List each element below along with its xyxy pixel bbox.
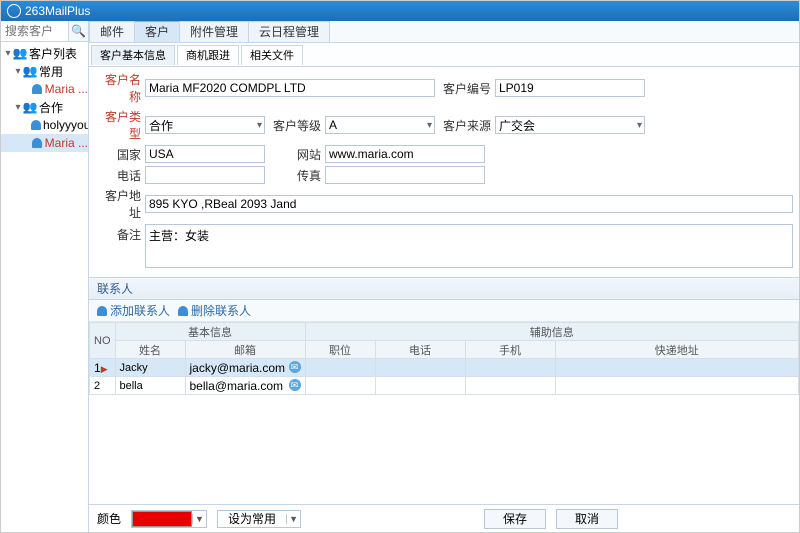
app-logo-icon: [7, 4, 21, 18]
phone-input[interactable]: [145, 166, 265, 184]
label-fax: 传真: [265, 167, 325, 184]
label-customer-code: 客户编号: [435, 80, 495, 97]
tree-customer-item[interactable]: Maria ...: [1, 80, 88, 98]
col-group-basic: 基本信息: [115, 323, 305, 341]
customer-code-input[interactable]: [495, 79, 645, 97]
table-row[interactable]: 2 bella bella@maria.com✉: [90, 377, 799, 395]
label-website: 网站: [265, 146, 325, 163]
search-icon: 🔍: [71, 24, 86, 38]
chevron-down-icon: ▼: [286, 514, 300, 524]
tree-customer-item[interactable]: Maria ...: [1, 134, 88, 152]
person-remove-icon: [178, 306, 188, 316]
group-icon: 👥: [13, 47, 27, 59]
subtab-files[interactable]: 相关文件: [241, 45, 303, 65]
label-color: 颜色: [97, 510, 121, 527]
customer-tree: ▾ 👥 客户列表 ▾ 👥 常用 Maria ... ▾ 👥 合作 holyyyo…: [1, 42, 88, 154]
sub-tabs: 客户基本信息 商机跟进 相关文件: [89, 45, 799, 67]
mail-icon[interactable]: ✉: [289, 379, 301, 391]
customer-type-select[interactable]: 合作: [145, 116, 265, 134]
label-phone: 电话: [95, 167, 145, 184]
chevron-down-icon: ▼: [192, 514, 206, 524]
address-input[interactable]: [145, 195, 793, 213]
search-input[interactable]: [1, 21, 68, 41]
subtab-basic-info[interactable]: 客户基本信息: [91, 45, 175, 65]
delete-contact-button[interactable]: 删除联系人: [178, 302, 251, 319]
tab-customer[interactable]: 客户: [134, 21, 180, 42]
tree-customer-item[interactable]: holyyyou: [1, 116, 88, 134]
row-marker-icon: ▶: [101, 364, 108, 374]
color-swatch: [132, 511, 192, 527]
label-customer-name: 客户名称: [95, 71, 145, 105]
website-input[interactable]: [325, 145, 485, 163]
mail-icon[interactable]: ✉: [289, 361, 301, 373]
color-picker[interactable]: ▼: [131, 510, 207, 528]
label-notes: 备注: [95, 224, 145, 243]
tree-group-partner[interactable]: ▾ 👥 合作: [1, 98, 88, 116]
main-tabs: 邮件 客户 附件管理 云日程管理: [89, 21, 799, 43]
titlebar: 263MailPlus: [1, 1, 799, 21]
contacts-table: NO 基本信息 辅助信息 姓名 邮箱 职位 电话 手机 快递地址 1▶ Jack…: [89, 322, 799, 395]
col-no: NO: [90, 323, 116, 359]
label-customer-type: 客户类型: [95, 108, 145, 142]
col-position[interactable]: 职位: [305, 341, 375, 359]
search-button[interactable]: 🔍: [68, 21, 88, 41]
contacts-toolbar: 添加联系人 删除联系人: [89, 300, 799, 322]
country-input[interactable]: [145, 145, 265, 163]
footer-bar: 颜色 ▼ 设为常用 ▼ 保存 取消: [89, 504, 799, 532]
table-row[interactable]: 1▶ Jacky jacky@maria.com✉: [90, 359, 799, 377]
col-express[interactable]: 快递地址: [555, 341, 799, 359]
save-button[interactable]: 保存: [484, 509, 546, 529]
label-customer-level: 客户等级: [265, 117, 325, 134]
col-mobile[interactable]: 手机: [465, 341, 555, 359]
label-country: 国家: [95, 146, 145, 163]
chevron-down-icon[interactable]: ▾: [13, 102, 23, 113]
add-contact-button[interactable]: 添加联系人: [97, 302, 170, 319]
customer-level-select[interactable]: A: [325, 116, 435, 134]
col-group-aux: 辅助信息: [305, 323, 799, 341]
customer-form: 客户名称 客户编号 客户类型 合作 客户等级 A 客户来源 广交会 国家 网站 …: [89, 67, 799, 271]
person-icon: [32, 84, 42, 94]
person-icon: [32, 138, 42, 148]
label-customer-source: 客户来源: [435, 117, 495, 134]
subtab-business[interactable]: 商机跟进: [177, 45, 239, 65]
group-icon: 👥: [23, 65, 37, 77]
notes-textarea[interactable]: 主营：女装: [145, 224, 793, 268]
sidebar: 🔍 ▾ 👥 客户列表 ▾ 👥 常用 Maria ... ▾ 👥 合作: [1, 21, 89, 532]
app-title: 263MailPlus: [25, 4, 90, 18]
chevron-down-icon[interactable]: ▾: [3, 48, 13, 59]
contacts-section-title: 联系人: [89, 277, 799, 300]
tab-attachments[interactable]: 附件管理: [179, 21, 249, 42]
label-address: 客户地址: [95, 187, 145, 221]
chevron-down-icon[interactable]: ▾: [13, 66, 23, 77]
person-add-icon: [97, 306, 107, 316]
customer-source-select[interactable]: 广交会: [495, 116, 645, 134]
group-icon: 👥: [23, 101, 37, 113]
col-email[interactable]: 邮箱: [185, 341, 305, 359]
cancel-button[interactable]: 取消: [556, 509, 618, 529]
set-common-button[interactable]: 设为常用 ▼: [217, 510, 301, 528]
tree-root[interactable]: ▾ 👥 客户列表: [1, 44, 88, 62]
col-name[interactable]: 姓名: [115, 341, 185, 359]
col-tel[interactable]: 电话: [375, 341, 465, 359]
fax-input[interactable]: [325, 166, 485, 184]
tree-group-common[interactable]: ▾ 👥 常用: [1, 62, 88, 80]
tab-schedule[interactable]: 云日程管理: [248, 21, 330, 42]
customer-name-input[interactable]: [145, 79, 435, 97]
tab-mail[interactable]: 邮件: [89, 21, 135, 42]
person-icon: [31, 120, 41, 130]
